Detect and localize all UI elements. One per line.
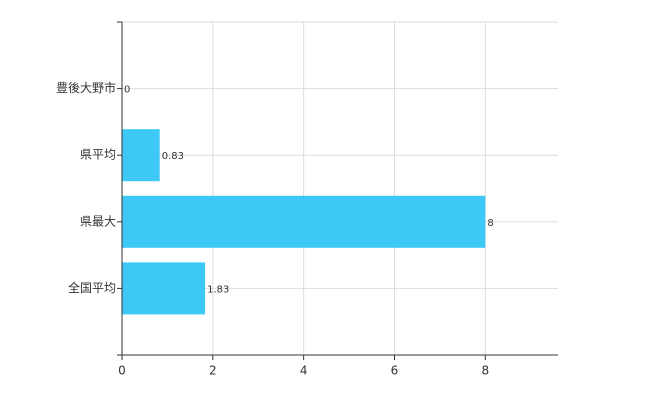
value-label: 1.83 [207, 284, 229, 295]
x-tick-label: 6 [391, 364, 399, 378]
value-label: 0.83 [162, 151, 184, 162]
bar [122, 195, 486, 248]
x-tick-label: 8 [482, 364, 490, 378]
x-tick-label: 2 [209, 364, 217, 378]
value-label: 0 [124, 85, 130, 96]
value-label: 8 [487, 218, 493, 229]
y-tick-label: 豊後大野市 [56, 80, 116, 95]
x-tick-label: 4 [300, 364, 308, 378]
x-tick-label: 0 [118, 364, 126, 378]
y-tick-label: 県平均 [80, 148, 116, 162]
y-tick-label: 全国平均 [68, 280, 116, 295]
bar [122, 129, 160, 182]
y-tick-label: 県最大 [80, 214, 116, 228]
bar [122, 262, 206, 315]
